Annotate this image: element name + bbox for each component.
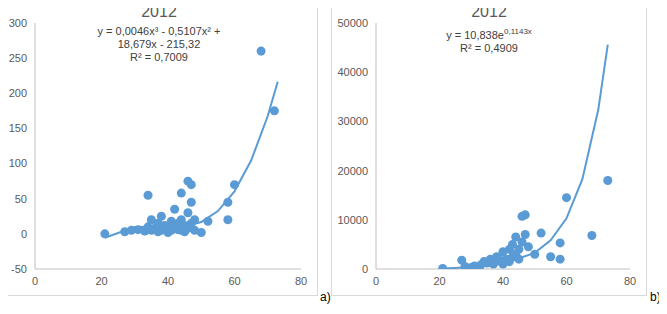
svg-text:20: 20 xyxy=(433,275,445,287)
html-text:2012: 2012 xyxy=(141,3,177,20)
svg-text:80: 80 xyxy=(624,275,636,287)
html-text:y = 10,838e0,1143x: y = 10,838e0,1143x xyxy=(446,27,532,41)
html-text:R² = 0,7009: R² = 0,7009 xyxy=(130,51,188,63)
svg-text:60: 60 xyxy=(228,275,240,287)
html-text:18,679x - 215,32: 18,679x - 215,32 xyxy=(117,38,201,50)
svg-text:40000: 40000 xyxy=(337,66,368,78)
svg-text:80: 80 xyxy=(295,275,307,287)
svg-text:100: 100 xyxy=(9,157,27,169)
svg-text:0: 0 xyxy=(362,263,368,275)
html-text:b): b) xyxy=(650,290,661,304)
svg-text:40: 40 xyxy=(162,275,174,287)
svg-text:30000: 30000 xyxy=(337,115,368,127)
svg-text:250: 250 xyxy=(9,52,27,64)
svg-text:60: 60 xyxy=(560,275,572,287)
svg-text:300: 300 xyxy=(9,17,27,29)
svg-text:20000: 20000 xyxy=(337,165,368,177)
svg-text:50: 50 xyxy=(15,193,27,205)
html-text:a): a) xyxy=(320,290,331,304)
svg-text:150: 150 xyxy=(9,122,27,134)
svg-text:10000: 10000 xyxy=(337,214,368,226)
svg-text:0: 0 xyxy=(32,275,38,287)
svg-text:50000: 50000 xyxy=(337,17,368,29)
svg-text:40: 40 xyxy=(497,275,509,287)
html-text:R² = 0,4909: R² = 0,4909 xyxy=(460,41,518,54)
html-text:2012: 2012 xyxy=(471,3,507,20)
svg-text:0: 0 xyxy=(373,275,379,287)
svg-text:200: 200 xyxy=(9,87,27,99)
html-text:y = 0,0046x³ - 0,5107x² +: y = 0,0046x³ - 0,5107x² + xyxy=(97,25,221,37)
svg-text:-50: -50 xyxy=(11,263,27,275)
svg-text:20: 20 xyxy=(95,275,107,287)
svg-text:0: 0 xyxy=(21,228,27,240)
